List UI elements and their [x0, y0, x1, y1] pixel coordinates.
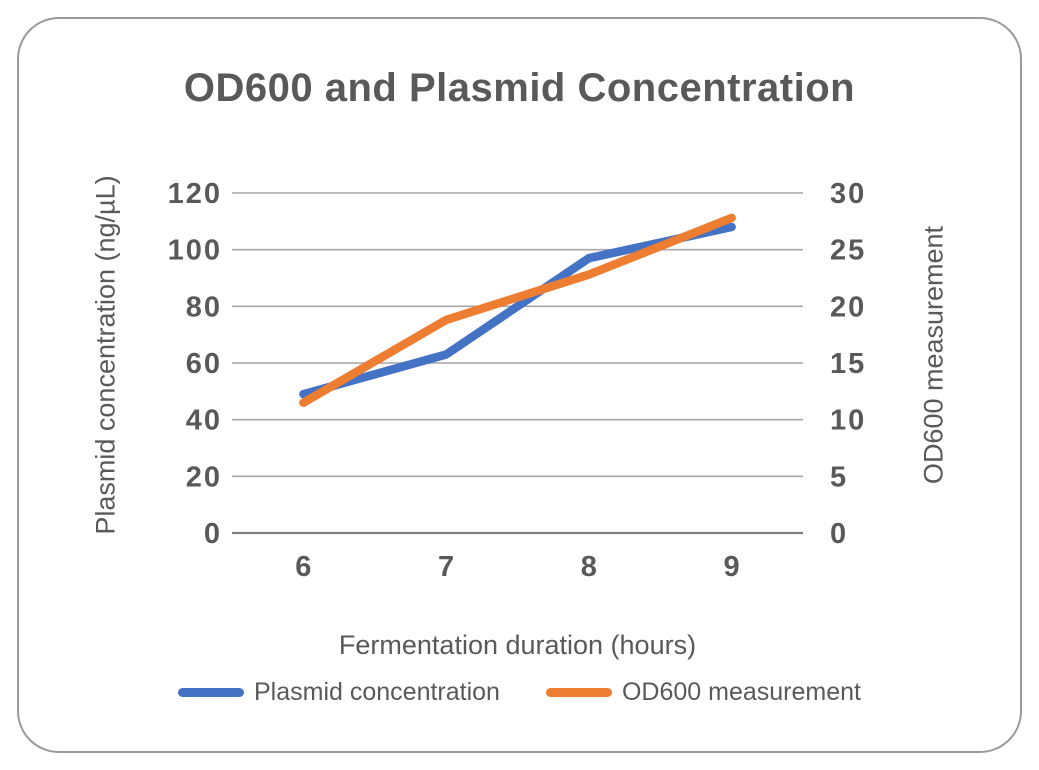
legend: Plasmid concentration OD600 measurement	[0, 678, 1039, 707]
legend-label: OD600 measurement	[621, 678, 861, 706]
x-axis-title: Fermentation duration (hours)	[338, 630, 697, 660]
left-axis-title: Plasmid concentration (ng/µL)	[90, 175, 121, 535]
od600-measurement-line	[299, 213, 736, 407]
legend-item-plasmid-concentration: Plasmid concentration	[178, 678, 500, 707]
left-axis-tick-label: 60	[186, 348, 222, 380]
x-axis-tick-label: 8	[581, 551, 597, 583]
left-axis-tick-label: 120	[168, 178, 222, 210]
chart-title: OD600 and Plasmid Concentration	[183, 66, 856, 110]
x-axis-tick-label: 6	[295, 551, 311, 583]
right-axis-tick-label: 30	[830, 178, 866, 210]
left-axis-tick-label: 0	[204, 518, 222, 550]
right-axis-tick-label: 15	[830, 348, 866, 380]
plasmid-line-legend-marker	[178, 688, 244, 697]
od600-line-legend-marker	[545, 688, 612, 697]
left-axis-tick-label: 20	[186, 461, 222, 493]
left-axis-tick-label: 100	[168, 235, 222, 267]
right-axis-tick-label: 5	[830, 461, 848, 493]
left-axis-tick-label: 40	[186, 405, 222, 437]
right-axis-tick-label: 20	[830, 291, 866, 323]
right-axis-tick-label: 10	[830, 405, 866, 437]
legend-item-od600-measurement: OD600 measurement	[545, 678, 861, 707]
right-axis-tick-label: 0	[830, 518, 848, 550]
legend-label: Plasmid concentration	[254, 678, 500, 706]
left-axis-tick-label: 80	[186, 291, 222, 323]
right-axis-tick-label: 25	[830, 235, 866, 267]
x-axis-tick-label: 7	[438, 551, 454, 583]
x-axis-tick-label: 9	[724, 551, 740, 583]
right-axis-title: OD600 measurement	[918, 225, 949, 485]
